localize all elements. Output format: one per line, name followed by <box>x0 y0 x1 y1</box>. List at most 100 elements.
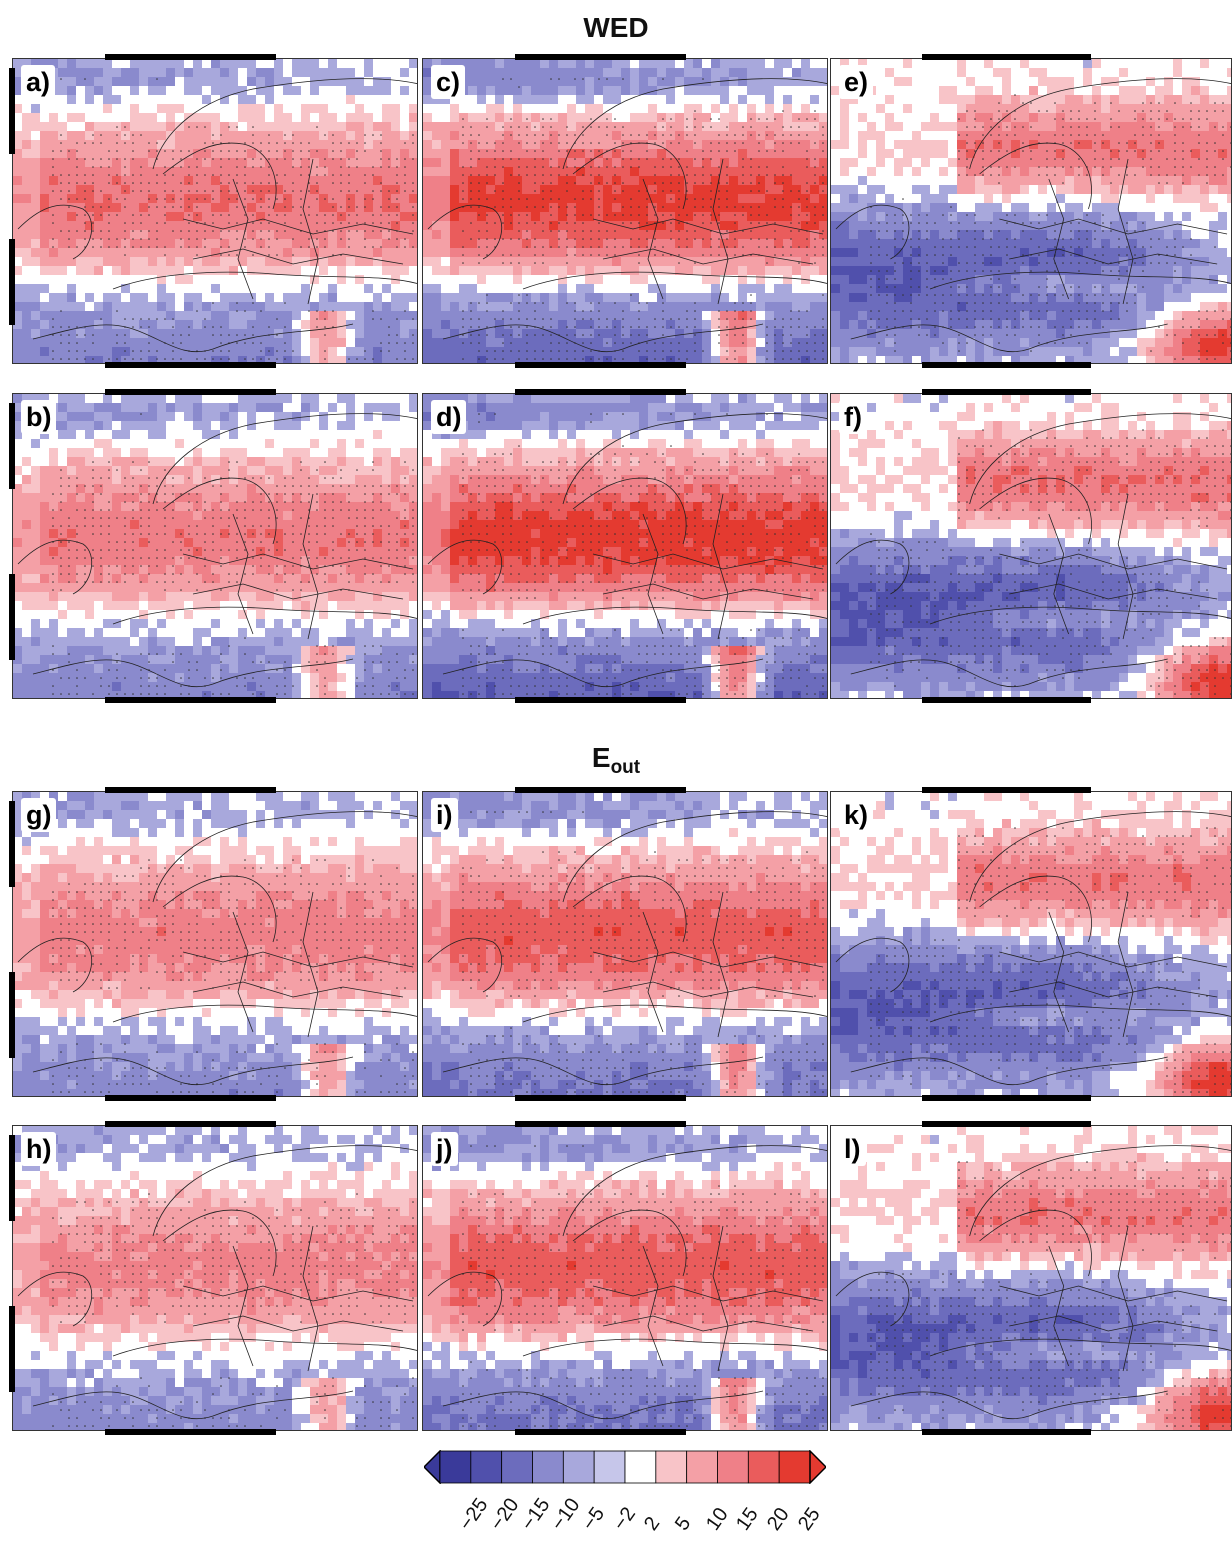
colorbar-tick-label: 2 <box>640 1513 665 1535</box>
map-panel-e: e) <box>830 58 1232 364</box>
map-panel-a: a) <box>12 58 418 364</box>
colorbar-tick-label: −10 <box>547 1494 585 1535</box>
map-outlines-j <box>427 1145 827 1420</box>
colorbar-swatch-8 <box>686 1450 718 1484</box>
frame-tick-left-a-1 <box>9 239 15 326</box>
frame-tick-left-g-1 <box>9 972 15 1059</box>
frame-tick-top-g <box>105 787 276 793</box>
map-outlines-f <box>835 413 1231 688</box>
eout-title: Eout <box>0 742 1232 779</box>
colorbar-swatch-4 <box>562 1450 595 1484</box>
frame-tick-top-b <box>105 389 276 395</box>
panel-label-k: k) <box>839 798 874 832</box>
frame-tick-top-h <box>105 1121 276 1127</box>
frame-tick-bottom-l <box>922 1429 1092 1435</box>
colorbar-swatch-11 <box>778 1450 811 1484</box>
frame-tick-top-a <box>105 54 276 60</box>
colorbar-max-arrow <box>809 1449 828 1485</box>
colorbar-swatch-0 <box>439 1450 472 1484</box>
map-outlines-i <box>427 811 827 1086</box>
map-outlines-k <box>835 811 1231 1086</box>
frame-tick-top-l <box>922 1121 1092 1127</box>
map-panel-h: h) <box>12 1125 418 1431</box>
map-field-c <box>423 59 827 363</box>
eout-title-sub: out <box>611 757 641 778</box>
colorbar-tick-label: −15 <box>517 1494 555 1535</box>
frame-tick-top-k <box>922 787 1092 793</box>
colorbar-tick-label: 20 <box>763 1504 795 1535</box>
map-field-k <box>831 792 1231 1096</box>
map-field-b <box>13 394 417 698</box>
frame-tick-bottom-b <box>105 697 276 703</box>
map-panel-g: g) <box>12 791 418 1097</box>
map-panel-f: f) <box>830 393 1232 699</box>
eout-title-main: E <box>592 742 611 773</box>
panel-label-h: h) <box>21 1132 57 1166</box>
frame-tick-left-b-1 <box>9 574 15 661</box>
frame-tick-bottom-c <box>515 362 686 368</box>
panel-label-b: b) <box>21 400 57 434</box>
frame-tick-top-f <box>922 389 1092 395</box>
colorbar-tick-label: 25 <box>794 1504 826 1535</box>
panel-label-j: j) <box>431 1132 458 1166</box>
colorbar-min-arrow <box>422 1449 441 1485</box>
colorbar-swatch-5 <box>593 1450 626 1484</box>
map-field-g <box>13 792 417 1096</box>
frame-tick-top-j <box>515 1121 686 1127</box>
colorbar-swatch-1 <box>470 1450 503 1484</box>
panel-label-f: f) <box>839 400 867 434</box>
map-field-h <box>13 1126 417 1430</box>
map-field-a <box>13 59 417 363</box>
map-outlines-e <box>835 78 1231 353</box>
colorbar-tick-label: −2 <box>609 1503 641 1535</box>
colorbar-swatch-10 <box>747 1450 780 1484</box>
frame-tick-top-e <box>922 54 1092 60</box>
map-panel-i: i) <box>422 791 828 1097</box>
frame-tick-top-d <box>515 389 686 395</box>
map-panel-l: l) <box>830 1125 1232 1431</box>
map-outlines-l <box>835 1145 1231 1420</box>
wed-title: WED <box>0 12 1232 44</box>
panel-label-d: d) <box>431 400 467 434</box>
colorbar <box>422 1449 828 1485</box>
map-outlines-a <box>17 78 417 353</box>
map-panel-c: c) <box>422 58 828 364</box>
panel-label-e: e) <box>839 65 874 99</box>
frame-tick-top-c <box>515 54 686 60</box>
frame-tick-bottom-i <box>515 1095 686 1101</box>
frame-tick-top-i <box>515 787 686 793</box>
map-field-i <box>423 792 827 1096</box>
map-panel-j: j) <box>422 1125 828 1431</box>
frame-tick-bottom-h <box>105 1429 276 1435</box>
map-outlines-d <box>427 413 827 688</box>
colorbar-swatch-6 <box>624 1450 657 1484</box>
map-field-d <box>423 394 827 698</box>
colorbar-tick-label: 10 <box>702 1504 734 1535</box>
frame-tick-bottom-a <box>105 362 276 368</box>
frame-tick-bottom-d <box>515 697 686 703</box>
panel-label-g: g) <box>21 798 57 832</box>
colorbar-tick-label: 15 <box>732 1504 764 1535</box>
map-field-f <box>831 394 1231 698</box>
frame-tick-left-h-0 <box>9 1135 15 1221</box>
colorbar-tick-label: −25 <box>455 1494 493 1535</box>
frame-tick-left-a-0 <box>9 68 15 154</box>
map-outlines-h <box>17 1145 417 1420</box>
colorbar-swatch-9 <box>717 1450 749 1484</box>
map-panel-d: d) <box>422 393 828 699</box>
frame-tick-bottom-k <box>922 1095 1092 1101</box>
colorbar-swatch-3 <box>532 1450 564 1484</box>
panel-label-a: a) <box>21 65 56 99</box>
panel-label-c: c) <box>431 65 466 99</box>
colorbar-tick-label: −20 <box>486 1494 524 1535</box>
map-field-j <box>423 1126 827 1430</box>
map-field-l <box>831 1126 1231 1430</box>
frame-tick-bottom-f <box>922 697 1092 703</box>
map-field-e <box>831 59 1231 363</box>
map-outlines-b <box>17 413 417 688</box>
map-outlines-g <box>17 811 417 1086</box>
frame-tick-bottom-j <box>515 1429 686 1435</box>
frame-tick-bottom-g <box>105 1095 276 1101</box>
frame-tick-bottom-e <box>922 362 1092 368</box>
map-panel-b: b) <box>12 393 418 699</box>
